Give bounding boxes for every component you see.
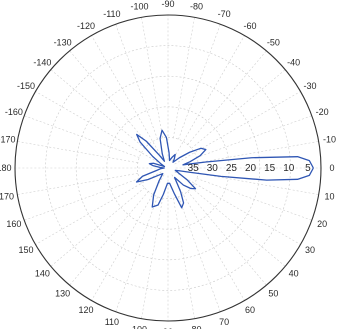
angle-tick-label: -170: [0, 135, 15, 145]
grid-spoke: [69, 50, 149, 145]
angle-tick-label: 100: [132, 325, 147, 329]
radial-tick-label: 30: [207, 163, 219, 174]
grid-spoke: [115, 196, 158, 312]
angle-tick-label: 0: [329, 163, 334, 173]
grid-spoke: [187, 191, 267, 286]
pattern-line: [135, 129, 314, 209]
grid-spoke: [91, 35, 165, 162]
outer-ring: [14, 14, 322, 322]
polar-grid: [14, 14, 322, 322]
angle-tick-label: 40: [289, 268, 299, 278]
angle-tick-label: -110: [103, 9, 120, 19]
angle-tick-label: 120: [78, 305, 93, 315]
angle-tick-label: -10: [323, 135, 336, 145]
grid-spoke: [174, 171, 301, 245]
angle-tick-label: 90: [163, 327, 173, 329]
angle-tick-label: 80: [191, 325, 201, 329]
grid-circle: [137, 137, 199, 199]
grid-spoke: [191, 69, 286, 149]
grid-circle: [45, 45, 291, 291]
grid-spoke: [91, 174, 165, 301]
angle-tick-label: -70: [218, 9, 231, 19]
angle-tick-label: -40: [287, 58, 300, 68]
angle-tick-label: 180: [0, 163, 12, 173]
radial-tick-label: 25: [226, 163, 238, 174]
grid-spoke: [50, 187, 145, 267]
angle-tick-label: -60: [243, 21, 256, 31]
radial-tick-label: 35: [188, 163, 200, 174]
angle-tick-label: 150: [18, 245, 33, 255]
angle-tick-label: 170: [0, 191, 14, 201]
grid-spoke: [173, 17, 195, 138]
angle-tick-label: 70: [219, 317, 229, 327]
grid-spoke: [17, 173, 138, 195]
angle-tick-label: -80: [190, 1, 203, 11]
grid-spoke: [171, 174, 245, 301]
grid-spoke: [171, 35, 245, 162]
angle-tick-label: 10: [325, 191, 335, 201]
radial-tick-label: 5: [305, 163, 311, 174]
grid-spoke: [35, 171, 162, 245]
angle-tick-label: -30: [304, 81, 317, 91]
grid-spoke: [24, 178, 140, 221]
grid-spoke: [115, 24, 158, 140]
angle-tick-label: -90: [161, 0, 174, 9]
angle-tick-label: -100: [131, 1, 149, 11]
grid-spoke: [24, 115, 140, 158]
angle-tick-label: 110: [105, 317, 119, 327]
angle-tick-label: -130: [54, 37, 72, 47]
angle-tick-label: 60: [245, 305, 255, 315]
pattern-series: [135, 129, 314, 209]
grid-spoke: [191, 187, 286, 267]
radial-tick-label: 10: [283, 163, 295, 174]
grid-spoke: [174, 91, 301, 165]
angle-tick-label: 30: [305, 245, 315, 255]
grid-spoke: [196, 178, 312, 221]
grid-spoke: [69, 191, 149, 286]
angle-tick-label: -150: [17, 81, 35, 91]
grid-spoke: [198, 173, 319, 195]
angle-tick-label: -50: [267, 37, 280, 47]
grid-spoke: [173, 198, 195, 319]
grid-spoke: [141, 198, 163, 319]
angle-tick-label: 20: [317, 219, 327, 229]
grid-spoke: [198, 141, 319, 163]
angle-tick-label: -160: [5, 107, 23, 117]
angle-tick-label: -120: [77, 21, 95, 31]
angle-tick-label: 130: [55, 289, 70, 299]
grid-spoke: [141, 17, 163, 138]
radial-tick-label: 15: [264, 163, 276, 174]
grid-spoke: [178, 196, 221, 312]
angle-tick-label: 50: [268, 289, 278, 299]
radial-tick-labels: 35 30 25 20 15 10 5: [188, 163, 312, 174]
angle-tick-label: -20: [316, 107, 329, 117]
grid-spoke: [50, 69, 145, 149]
angle-tick-label: 160: [6, 219, 21, 229]
grid-spoke: [35, 91, 162, 165]
angle-tick-label: 140: [35, 268, 50, 278]
grid-spoke: [178, 24, 221, 140]
angle-tick-label: -140: [33, 58, 51, 68]
radial-tick-label: 20: [245, 163, 257, 174]
grid-spoke: [196, 115, 312, 158]
grid-spoke: [17, 141, 138, 163]
grid-spoke: [187, 50, 267, 145]
